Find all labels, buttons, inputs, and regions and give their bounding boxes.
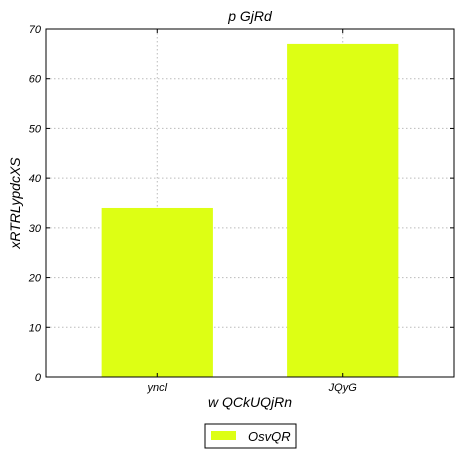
- x-tick-label: yncl: [146, 382, 167, 394]
- bar-JQyG: [287, 43, 399, 378]
- y-tick-label: 20: [28, 273, 42, 285]
- bar-yncl: [101, 207, 213, 377]
- y-axis-label: xRTRLypdcXS: [7, 157, 23, 250]
- chart-title: p GjRd: [227, 8, 273, 24]
- plot-frame: [45, 28, 455, 378]
- y-tick-label: 10: [29, 322, 42, 334]
- y-tick-label: 0: [35, 372, 42, 384]
- y-tick-label: 30: [29, 223, 42, 235]
- y-tick-label: 40: [29, 173, 42, 185]
- y-tick-label: 70: [29, 24, 42, 36]
- legend: OsvQR: [204, 423, 297, 449]
- legend-label: OsvQR: [248, 429, 291, 444]
- legend-swatch: [211, 431, 236, 440]
- y-tick-label: 60: [29, 74, 42, 86]
- bar-layer: [101, 43, 399, 378]
- x-axis-label: w QCkUQjRn: [208, 394, 292, 410]
- tick-layer: 0 10 20 30 40 50 60 70 yncl JQyG: [28, 24, 454, 394]
- x-tick-label: JQyG: [328, 382, 358, 394]
- y-tick-label: 50: [29, 123, 42, 135]
